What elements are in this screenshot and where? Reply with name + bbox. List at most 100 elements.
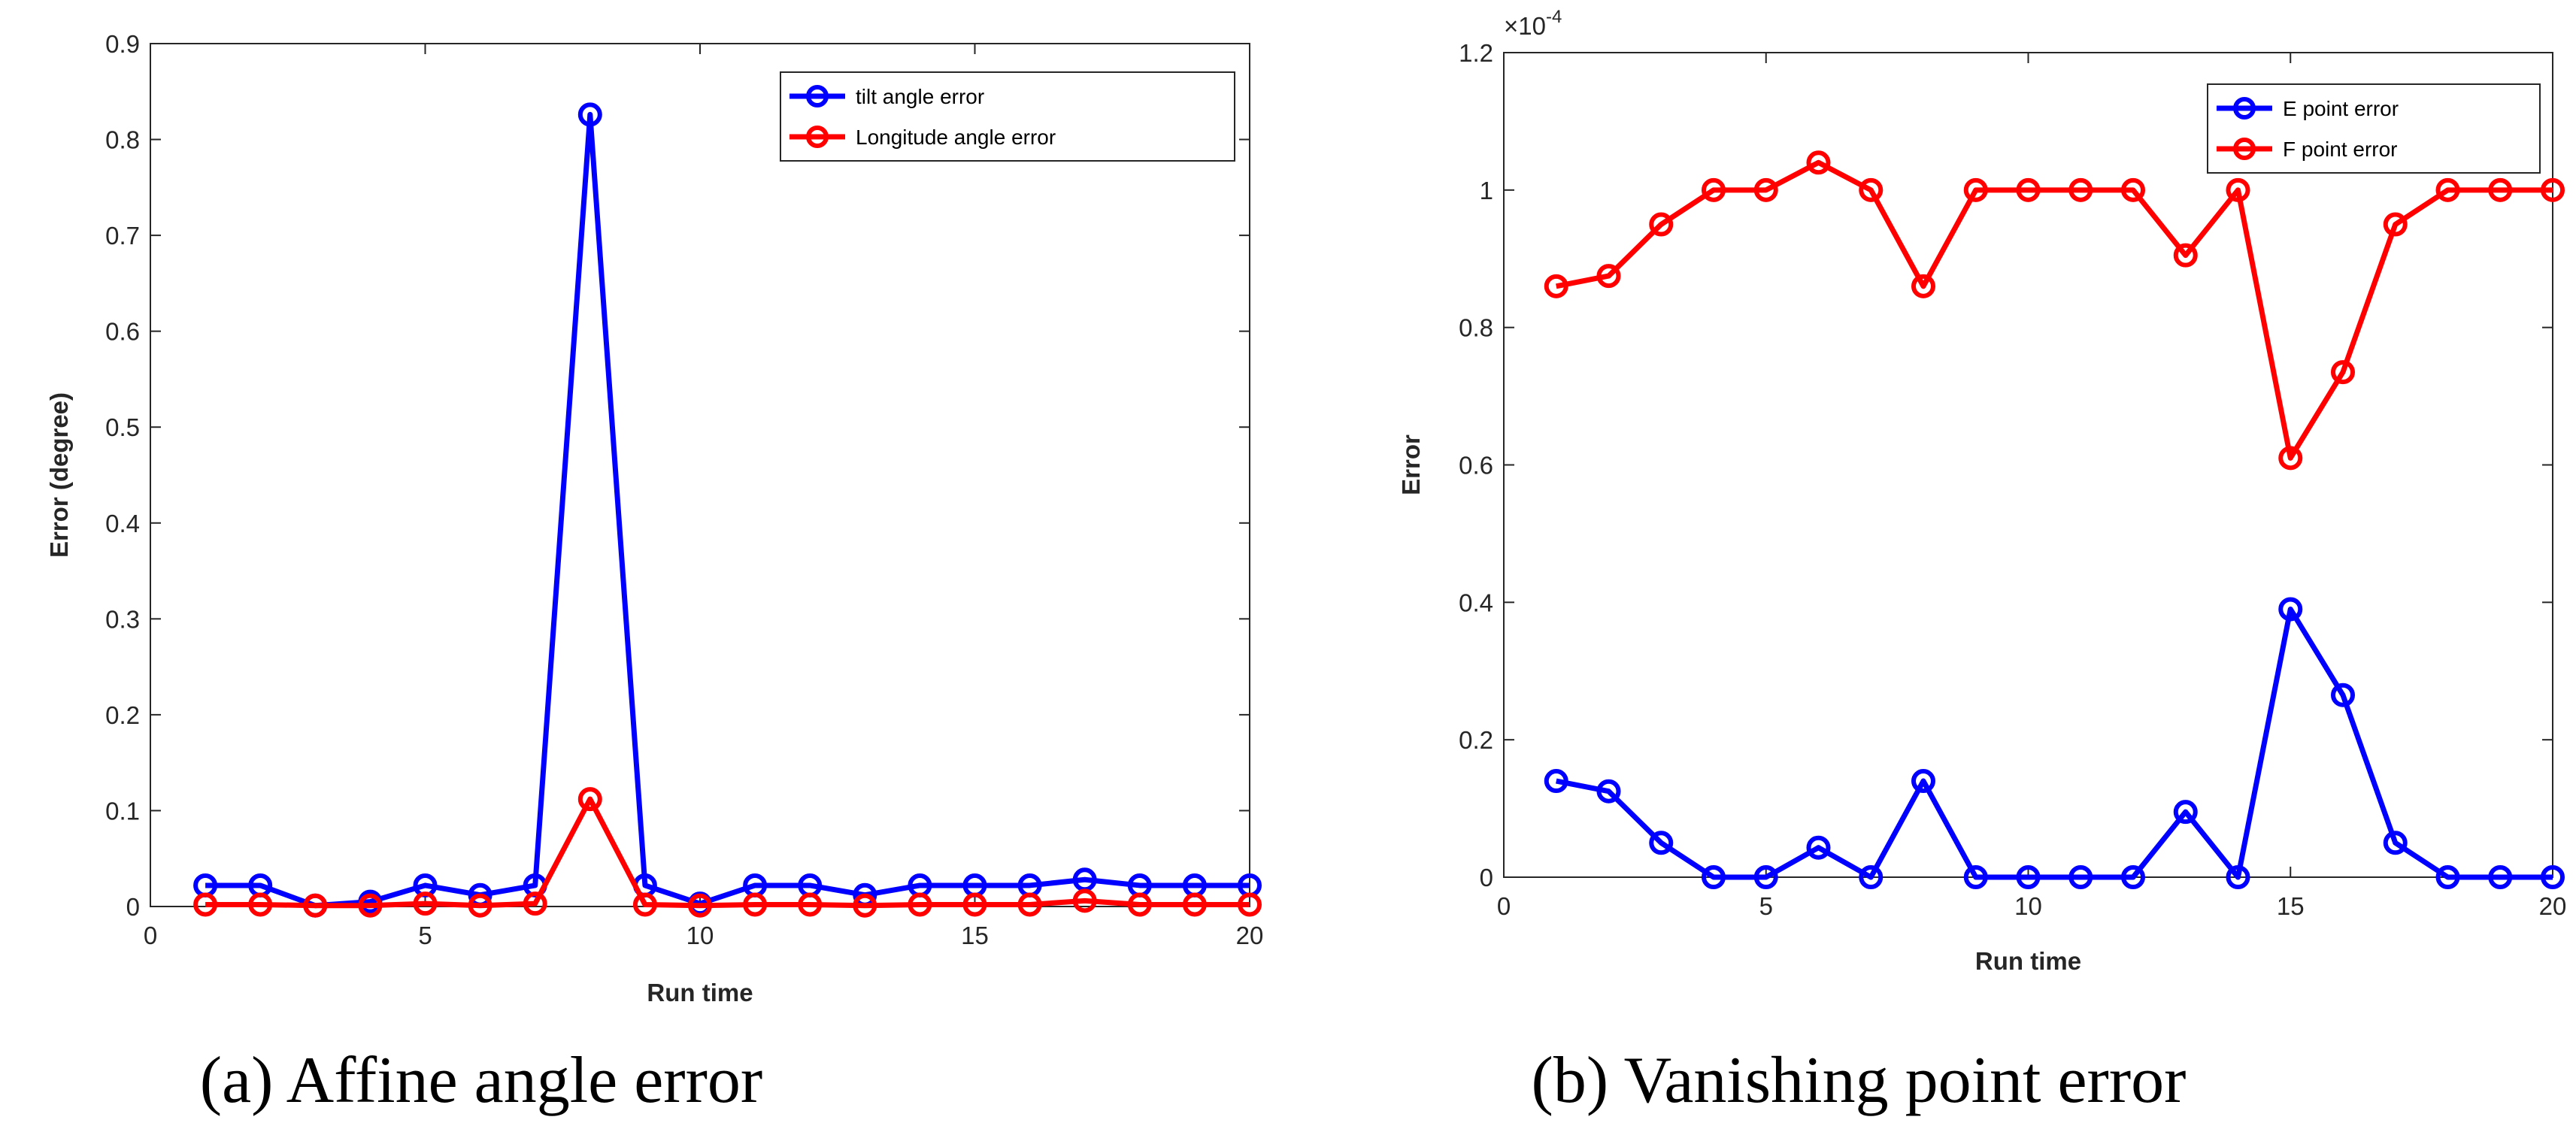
x-tick-label: 20 — [2539, 892, 2567, 920]
x-tick-label: 20 — [1236, 922, 1264, 949]
data-point-series-2 — [1072, 888, 1097, 913]
y-axis-label: Error (degree) — [45, 392, 73, 558]
y-tick-label: 0 — [126, 893, 140, 921]
x-tick-label: 5 — [1759, 892, 1773, 920]
x-tick-label: 10 — [2014, 892, 2042, 920]
y-tick-label: 0.9 — [105, 30, 140, 58]
data-point-series-2 — [1649, 212, 1674, 237]
data-point-series-1 — [1806, 835, 1831, 860]
data-point-series-2 — [2173, 243, 2198, 268]
data-point-series-2 — [853, 893, 877, 918]
data-point-series-2 — [2541, 177, 2565, 202]
data-point-series-2 — [413, 891, 438, 916]
legend-entry: E point error — [2283, 97, 2399, 120]
data-point-series-2 — [2068, 177, 2093, 202]
x-axis-label: Run time — [647, 979, 753, 1006]
y-axis-label: Error — [1397, 434, 1425, 495]
data-point-series-2 — [1859, 177, 1884, 202]
data-point-series-2 — [468, 893, 492, 918]
vanishing-point-error-chart: 0 5 10 15 20 0 0.2 0.4 0.6 0.8 1 1.2 ×10-4 Run time Er… — [1397, 7, 2566, 1117]
x-tick-label: 15 — [2277, 892, 2305, 920]
x-tick-label: 15 — [961, 922, 989, 949]
data-point-series-2 — [2016, 177, 2041, 202]
legend-box — [2207, 83, 2541, 174]
data-point-series-2 — [2488, 177, 2513, 202]
y-tick-label: 0.5 — [105, 413, 140, 441]
data-point-series-2 — [688, 893, 712, 918]
data-point-series-2 — [1963, 177, 1988, 202]
data-point-series-2 — [743, 892, 768, 917]
y-tick-label: 0.8 — [105, 126, 140, 154]
legend-entry: Longitude angle error — [856, 126, 1056, 149]
data-point-series-1 — [1702, 865, 1726, 889]
data-point-series-1 — [2435, 865, 2460, 889]
x-axis-label: Run time — [1975, 947, 2081, 975]
x-tick-label: 0 — [144, 922, 157, 949]
y-tick-label: 1 — [1480, 177, 1493, 204]
y-tick-label: 0.6 — [105, 318, 140, 346]
data-point-series-1 — [1911, 769, 1935, 794]
data-point-series-2 — [798, 892, 823, 917]
y-tick-label: 0.8 — [1459, 314, 1493, 342]
y-exponent-label: ×10-4 — [1504, 7, 1562, 40]
data-point-series-1 — [2121, 865, 2145, 889]
data-point-series-1 — [1859, 865, 1884, 889]
affine-angle-error-chart: 0 5 10 15 20 0 0.1 0.2 0.3 0.4 0.5 0.6 0.7 0.8 0.9 Run … — [45, 30, 1263, 1117]
data-point-series-1 — [1963, 865, 1988, 889]
data-point-series-2 — [2435, 177, 2460, 202]
data-point-series-2 — [1753, 177, 1778, 202]
data-point-series-2 — [908, 892, 932, 917]
x-tick-label: 5 — [418, 922, 432, 949]
y-exponent-power: -4 — [1546, 7, 1562, 27]
data-point-series-1 — [2331, 683, 2355, 707]
legend-marker — [2233, 97, 2256, 120]
data-point-series-2 — [1806, 150, 1831, 175]
data-point-series-1 — [1596, 779, 1621, 804]
legend-marker — [806, 126, 829, 148]
data-point-series-2 — [303, 893, 328, 918]
data-point-series-2 — [1127, 892, 1152, 917]
data-point-series-2 — [193, 892, 218, 917]
plot-area — [150, 43, 1250, 907]
data-point-series-2 — [248, 892, 273, 917]
data-point-series-2 — [358, 893, 383, 918]
data-point-series-2 — [1544, 274, 1568, 298]
y-tick-label: 0.4 — [1459, 589, 1493, 616]
data-point-series-2 — [2383, 212, 2408, 237]
y-tick-label: 0.2 — [1459, 726, 1493, 754]
y-tick-label: 0 — [1480, 864, 1493, 891]
data-point-series-2 — [523, 891, 547, 916]
plot-area — [1503, 52, 2553, 878]
legend-marker — [806, 85, 829, 107]
data-point-series-1 — [1753, 865, 1778, 889]
y-tick-label: 0.3 — [105, 605, 140, 633]
figure-caption: (b) Vanishing point error — [1532, 1044, 2187, 1117]
data-point-series-1 — [2383, 831, 2408, 855]
data-point-series-2 — [2121, 177, 2145, 202]
data-point-series-2 — [1238, 892, 1262, 917]
y-tick-label: 0.4 — [105, 510, 140, 537]
data-point-series-1 — [1649, 831, 1674, 855]
data-point-series-2 — [1596, 264, 1621, 289]
legend-box — [780, 71, 1235, 162]
data-point-series-2 — [2331, 360, 2355, 385]
data-point-series-1 — [2068, 865, 2093, 889]
x-tick-label: 10 — [686, 922, 714, 949]
y-tick-label: 0.1 — [105, 797, 140, 825]
y-tick-label: 0.2 — [105, 701, 140, 729]
data-point-series-2 — [577, 787, 602, 812]
legend-marker — [2233, 138, 2256, 160]
data-point-series-1 — [2488, 865, 2513, 889]
data-point-series-2 — [1017, 892, 1042, 917]
figure-caption: (a) Affine angle error — [200, 1044, 762, 1117]
data-point-series-1 — [2016, 865, 2041, 889]
y-tick-label: 1.2 — [1459, 39, 1493, 67]
data-point-series-1 — [2278, 597, 2303, 622]
data-point-series-2 — [962, 892, 987, 917]
data-point-series-1 — [2173, 800, 2198, 825]
data-point-series-2 — [632, 892, 657, 917]
y-tick-label: 0.6 — [1459, 452, 1493, 480]
data-point-series-2 — [1911, 274, 1935, 298]
data-point-series-1 — [577, 102, 602, 127]
